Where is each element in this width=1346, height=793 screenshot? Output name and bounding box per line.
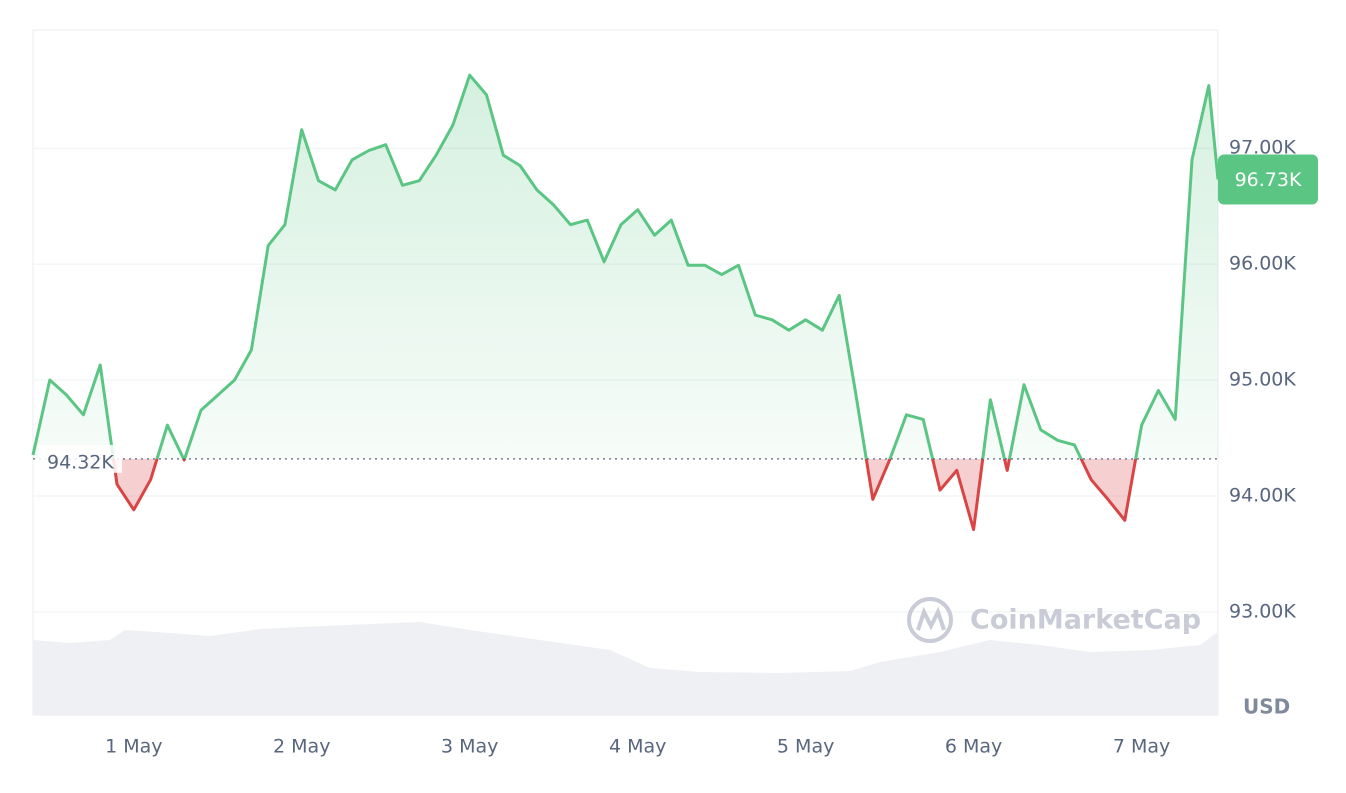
unit-label: USD xyxy=(1243,695,1290,719)
x-tick-label: 1 May xyxy=(105,736,162,758)
x-tick-label: 7 May xyxy=(1113,736,1170,758)
price-area xyxy=(33,75,1218,530)
last-price-badge xyxy=(1218,154,1318,205)
baseline-label-bg xyxy=(38,444,122,473)
x-tick-label: 3 May xyxy=(441,736,498,758)
x-tick-label: 5 May xyxy=(777,736,834,758)
y-tick-label: 96.00K xyxy=(1229,253,1296,275)
volume-area xyxy=(33,622,1218,715)
y-tick-label: 94.00K xyxy=(1229,484,1296,506)
price-line xyxy=(31,73,1220,532)
baseline-label: 94.32K xyxy=(47,451,114,473)
watermark: CoinMarketCap xyxy=(970,605,1201,636)
y-tick-label: 93.00K xyxy=(1229,600,1296,622)
x-tick-label: 6 May xyxy=(945,736,1002,758)
watermark-logo xyxy=(907,597,953,643)
last-price-label: 96.73K xyxy=(1235,169,1302,191)
x-tick-label: 2 May xyxy=(273,736,330,758)
y-tick-label: 97.00K xyxy=(1229,137,1296,159)
x-tick-label: 4 May xyxy=(609,736,666,758)
y-tick-label: 95.00K xyxy=(1229,369,1296,391)
